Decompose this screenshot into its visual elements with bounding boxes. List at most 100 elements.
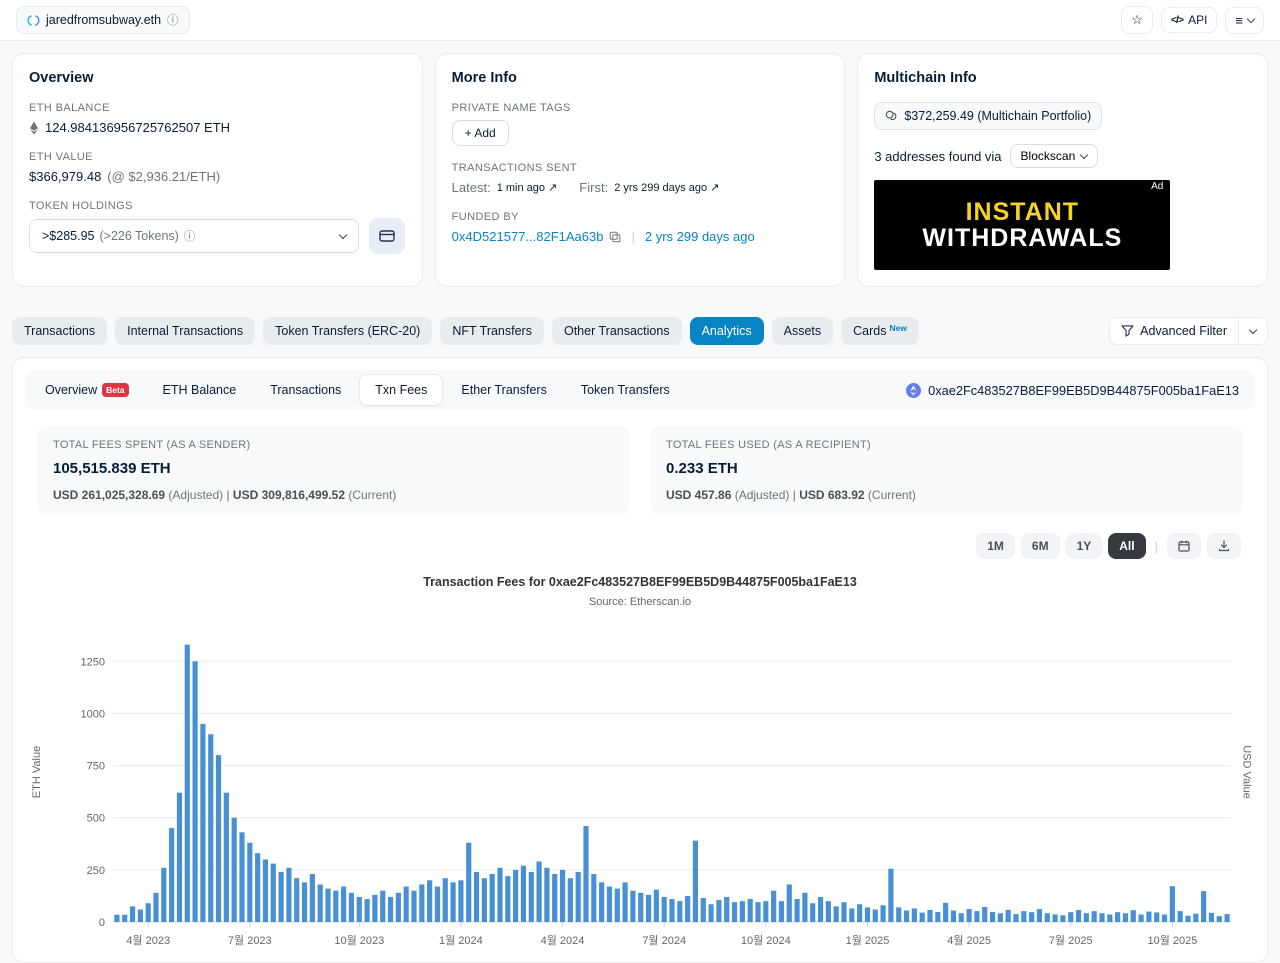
fee-bar[interactable] — [786, 884, 792, 922]
fee-bar[interactable] — [1169, 886, 1175, 922]
fee-bar[interactable] — [1029, 912, 1035, 922]
fee-bar[interactable] — [1021, 911, 1027, 922]
fee-bar[interactable] — [583, 826, 589, 922]
copy-icon[interactable] — [609, 231, 621, 243]
fee-bar[interactable] — [638, 892, 644, 922]
fee-bar[interactable] — [372, 894, 378, 922]
fee-bar[interactable] — [857, 904, 863, 922]
fee-bar[interactable] — [239, 832, 245, 922]
fee-bar[interactable] — [724, 896, 730, 922]
fee-bar[interactable] — [1052, 914, 1058, 922]
fee-bar[interactable] — [1060, 915, 1066, 922]
fee-bar[interactable] — [387, 896, 394, 922]
fee-bar[interactable] — [1068, 912, 1074, 922]
tab-cards[interactable]: Cards New — [841, 317, 919, 345]
fee-bar[interactable] — [982, 906, 988, 922]
fee-bar[interactable] — [1208, 912, 1215, 922]
tab-assets[interactable]: Assets — [771, 317, 834, 345]
fee-bar[interactable] — [653, 889, 659, 922]
tab-analytics[interactable]: Analytics — [689, 317, 764, 345]
fee-bar[interactable] — [208, 734, 214, 922]
range-1m[interactable]: 1M — [976, 533, 1015, 559]
blockscan-dropdown[interactable]: Blockscan — [1009, 144, 1099, 168]
advanced-filter-button[interactable]: Advanced Filter — [1110, 318, 1238, 344]
fee-bar[interactable] — [1185, 915, 1191, 922]
info-icon[interactable]: ⓘ — [167, 15, 179, 27]
fee-bar[interactable] — [614, 888, 620, 922]
more-menu-button[interactable]: ≡ — [1225, 6, 1264, 34]
first-transaction-link[interactable]: 2 yrs 299 days ago ↗ — [614, 182, 720, 194]
fee-bar[interactable] — [544, 867, 550, 922]
fee-bar[interactable] — [833, 906, 839, 922]
fee-bar[interactable] — [552, 874, 558, 922]
range-6m[interactable]: 6M — [1020, 533, 1060, 559]
fee-bar[interactable] — [255, 853, 261, 922]
multichain-portfolio-button[interactable]: $372,259.49 (Multichain Portfolio) — [874, 102, 1103, 130]
fee-bar[interactable] — [950, 910, 957, 922]
fee-bar[interactable] — [442, 878, 448, 922]
fee-bar[interactable] — [606, 886, 613, 922]
tab-token-transfers-erc-20[interactable]: Token Transfers (ERC-20) — [263, 317, 433, 345]
subtab-token-transfers[interactable]: Token Transfers — [565, 374, 686, 406]
fee-bar[interactable] — [356, 896, 362, 922]
fee-bar[interactable] — [1075, 910, 1082, 922]
fee-bar[interactable] — [958, 913, 964, 922]
fee-bar[interactable] — [528, 871, 534, 922]
fee-bar[interactable] — [1036, 909, 1043, 922]
fee-bar[interactable] — [864, 907, 871, 922]
fee-bar[interactable] — [301, 882, 308, 922]
fee-bar[interactable] — [575, 871, 581, 922]
fee-bar[interactable] — [1122, 913, 1129, 922]
fee-bar[interactable] — [215, 755, 222, 922]
fee-bar[interactable] — [114, 914, 120, 922]
fee-bar[interactable] — [927, 909, 933, 922]
fee-bar[interactable] — [622, 882, 628, 922]
fee-bar[interactable] — [802, 892, 808, 922]
fee-bar[interactable] — [497, 867, 503, 922]
fee-bar[interactable] — [1107, 914, 1113, 922]
fee-bar[interactable] — [348, 892, 355, 922]
fee-bar[interactable] — [1161, 914, 1168, 922]
fee-bar[interactable] — [169, 828, 175, 922]
ad-banner[interactable]: Ad INSTANT WITHDRAWALS — [874, 180, 1171, 270]
fee-bar[interactable] — [395, 892, 401, 922]
fee-bar[interactable] — [825, 901, 831, 922]
fee-bar[interactable] — [1013, 914, 1019, 922]
fee-bar[interactable] — [778, 901, 785, 922]
fee-bar[interactable] — [1224, 914, 1230, 922]
fee-bar[interactable] — [278, 871, 284, 922]
token-holdings-dropdown[interactable]: >$285.95 (>226 Tokens) ⓘ — [29, 219, 359, 253]
tab-transactions[interactable]: Transactions — [12, 317, 108, 345]
fee-bar[interactable] — [841, 902, 847, 922]
fee-bar[interactable] — [716, 900, 722, 922]
fee-bar[interactable] — [419, 884, 425, 922]
fee-bar[interactable] — [1044, 913, 1050, 922]
fee-bar[interactable] — [872, 909, 878, 922]
fee-bar[interactable] — [161, 867, 167, 922]
fee-bar[interactable] — [176, 792, 183, 922]
fee-bar[interactable] — [755, 902, 761, 922]
fee-bar[interactable] — [325, 888, 331, 922]
fee-bar[interactable] — [200, 723, 206, 922]
fee-bar[interactable] — [943, 902, 949, 922]
fee-bar[interactable] — [317, 884, 323, 922]
fee-bar[interactable] — [1177, 911, 1183, 922]
fee-bar[interactable] — [966, 909, 972, 922]
subtab-eth-balance[interactable]: ETH Balance — [147, 374, 253, 406]
tab-internal-transactions[interactable]: Internal Transactions — [115, 317, 256, 345]
fee-bar[interactable] — [997, 913, 1003, 922]
fee-bar[interactable] — [270, 863, 276, 922]
fee-bar[interactable] — [1193, 913, 1199, 922]
fee-bar[interactable] — [466, 842, 472, 922]
fee-bar[interactable] — [685, 895, 691, 922]
tab-nft-transfers[interactable]: NFT Transfers — [440, 317, 544, 345]
fee-bar[interactable] — [192, 661, 198, 922]
favorite-button[interactable]: ☆ — [1121, 6, 1153, 34]
fee-bar[interactable] — [763, 901, 769, 922]
subtab-txn-fees[interactable]: Txn Fees — [359, 374, 444, 406]
fee-bar[interactable] — [591, 874, 597, 922]
fee-bar[interactable] — [403, 886, 409, 922]
fee-bar[interactable] — [458, 880, 464, 922]
fee-bar[interactable] — [747, 899, 753, 922]
fee-bar[interactable] — [129, 906, 136, 922]
